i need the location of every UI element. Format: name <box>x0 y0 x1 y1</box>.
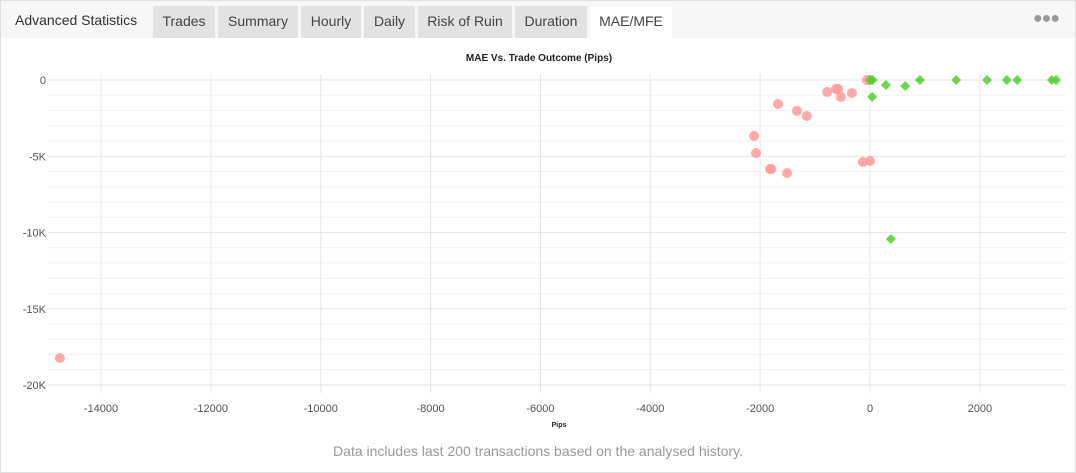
x-tick-label: -6000 <box>526 403 554 415</box>
loss-point <box>766 164 777 175</box>
y-tick-label: -10K <box>23 228 47 240</box>
x-tick-label: -4000 <box>636 403 664 415</box>
loss-point <box>835 91 846 102</box>
loss-point <box>54 353 65 364</box>
win-point <box>1051 75 1062 85</box>
y-tick-label: -20K <box>23 380 47 392</box>
loss-point <box>801 110 812 121</box>
win-point <box>1001 75 1012 85</box>
loss-point <box>865 155 875 166</box>
tab-summary[interactable]: Summary <box>218 6 298 38</box>
win-point <box>867 91 878 102</box>
loss-point <box>846 87 857 98</box>
loss-point <box>822 87 833 98</box>
panel-title: Advanced Statistics <box>15 12 138 28</box>
loss-point <box>773 98 784 109</box>
chart-title: MAE Vs. Trade Outcome (Pips) <box>466 53 612 64</box>
scatter-chart: 0 -5K -10K -15K -20K -14000 -12000 -10000 -8000 -… <box>23 53 1066 429</box>
tab-mae-mfe[interactable]: MAE/MFE <box>590 6 672 38</box>
x-tick-label: 0 <box>867 403 873 415</box>
y-tick-label: 0 <box>40 75 46 87</box>
x-tick-label: -12000 <box>194 403 228 415</box>
win-point <box>900 80 911 91</box>
win-point <box>981 75 992 85</box>
x-tick-label: -2000 <box>746 403 774 415</box>
loss-point <box>751 148 762 159</box>
tab-hourly[interactable]: Hourly <box>301 6 361 38</box>
x-tick-label: -8000 <box>417 403 445 415</box>
loss-point <box>833 83 844 94</box>
loss-point <box>791 105 802 116</box>
tab-bar: Advanced Statistics Trades Summary Hourl… <box>1 1 1075 38</box>
win-point <box>914 75 925 85</box>
win-point <box>880 80 891 91</box>
win-point <box>951 75 962 85</box>
win-point <box>867 75 878 85</box>
ellipsis-icon[interactable]: ●●● <box>1033 10 1060 27</box>
x-tick-label: -10000 <box>304 403 338 415</box>
tab-duration[interactable]: Duration <box>515 6 587 38</box>
footer-note: Data includes last 200 transactions base… <box>333 443 743 459</box>
x-axis-label: Pips <box>552 422 567 429</box>
loss-point <box>749 130 760 141</box>
tab-daily[interactable]: Daily <box>364 6 415 38</box>
y-tick-label: -5K <box>29 151 47 163</box>
y-tick-label: -15K <box>23 304 47 316</box>
tab-risk-of-ruin[interactable]: Risk of Ruin <box>418 6 512 38</box>
loss-point <box>782 168 793 179</box>
x-tick-label: 2000 <box>968 403 992 415</box>
win-point <box>1012 75 1023 85</box>
x-tick-label: -14000 <box>84 403 118 415</box>
win-point <box>885 234 896 245</box>
tab-trades[interactable]: Trades <box>153 6 215 38</box>
